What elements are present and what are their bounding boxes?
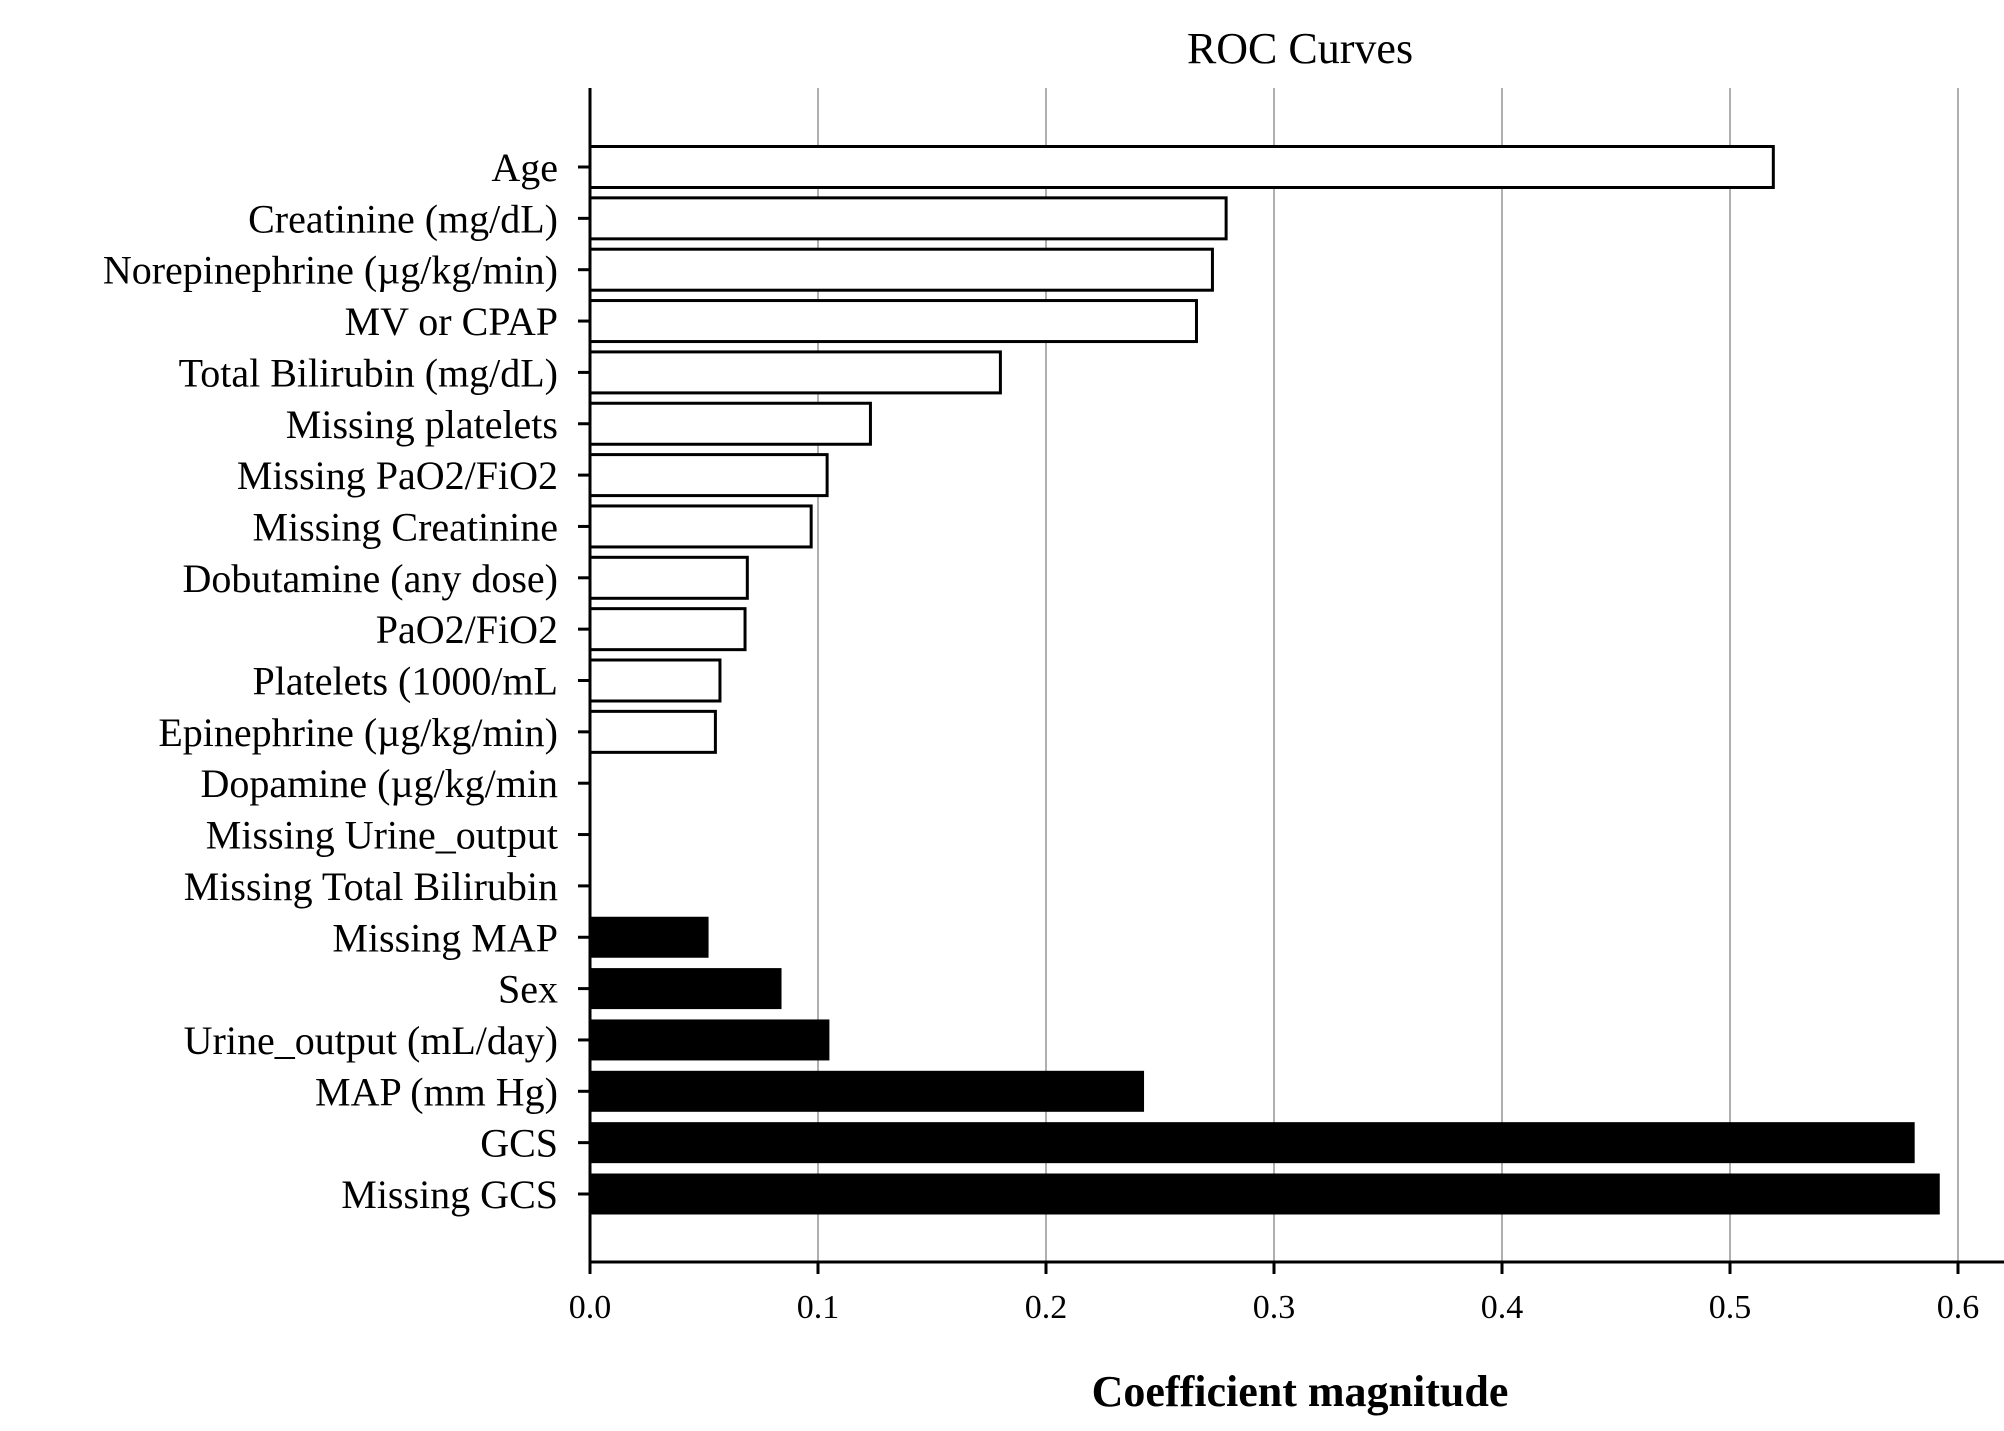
category-label: Total Bilirubin (mg/dL) [179,350,558,395]
bar [588,196,1228,241]
bar [590,916,709,958]
bar [590,1019,830,1061]
bar [588,299,1198,344]
x-tick-label: 0.3 [1253,1289,1296,1326]
category-label: Creatinine (mg/dL) [248,196,558,241]
bar [588,607,747,652]
bar [590,1070,1145,1112]
category-label: MV or CPAP [345,299,558,344]
x-tick-label: 0.4 [1481,1289,1524,1326]
bar [588,709,717,754]
category-label: Missing PaO2/FiO2 [237,453,558,498]
bar [590,968,782,1010]
bar [588,555,749,600]
bar-layer [588,145,1940,1215]
bar [588,350,1002,395]
axis-layer [578,88,2004,1274]
bar [588,145,1775,189]
x-tick-label: 0.2 [1025,1289,1068,1326]
category-label: Urine_output (mL/day) [184,1018,558,1063]
bar [588,658,722,703]
bar [588,504,813,549]
category-label: Platelets (1000/mL [252,659,558,704]
category-label: Missing platelets [286,402,558,447]
bar [588,247,1214,292]
category-label: Missing Urine_output [206,813,558,858]
category-label: GCS [480,1121,558,1166]
bar [590,1122,1915,1164]
category-label: PaO2/FiO2 [376,607,558,652]
category-label: Missing Creatinine [252,504,558,549]
bar [588,453,829,498]
category-label: Age [491,145,558,190]
category-label: Norepinephrine (µg/kg/min) [103,248,558,293]
bar [590,1173,1940,1215]
category-label: Sex [498,967,558,1012]
category-label: Missing GCS [341,1172,558,1217]
category-label: MAP (mm Hg) [315,1069,558,1114]
x-tick-label: 0.6 [1937,1289,1980,1326]
category-label: Dopamine (µg/kg/min [201,761,558,806]
category-label: Epinephrine (µg/kg/min) [158,710,558,755]
category-label: Missing Total Bilirubin [184,864,558,909]
category-label: Dobutamine (any dose) [183,556,558,601]
category-label: Missing MAP [332,915,558,960]
x-tick-label: 0.0 [569,1289,612,1326]
x-axis-title: Coefficient magnitude [1092,1367,1509,1416]
bar [588,401,872,446]
chart-title: ROC Curves [1187,24,1413,73]
label-layer: 0.0 0.1 0.2 0.3 0.4 0.5 0.6 Age Creatinine (mg/d… [103,145,1979,1326]
x-tick-label: 0.5 [1709,1289,1752,1326]
x-tick-label: 0.1 [797,1289,840,1326]
